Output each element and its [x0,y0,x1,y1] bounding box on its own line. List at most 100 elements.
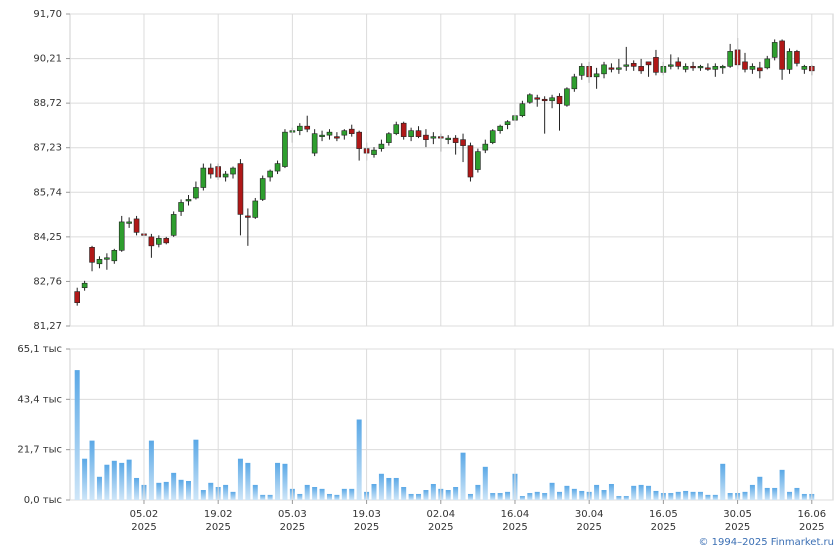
candle-body [334,136,340,139]
volume-bar [401,487,407,500]
candle-body [504,121,511,125]
x-tick-label: 16.06 [797,509,826,520]
candle-body [96,258,103,265]
volume-bar [519,496,525,500]
price-frame [69,13,834,327]
volume-bar [119,462,125,500]
volume-bar [393,477,399,500]
candle-body [408,130,414,137]
volume-bar [623,496,629,500]
volume-bar [772,487,778,500]
y-tick-label: 21,7 тыс [17,445,62,456]
volume-bar [467,493,473,500]
volume-bar [237,458,243,500]
candle-body [571,76,578,90]
candle-body [623,64,630,67]
x-tick-label: 2025 [576,522,601,533]
volume-bar [727,493,733,500]
x-tick-label: 2025 [280,522,305,533]
volume-bar [757,476,763,500]
y-tick-label: 0,0 тыс [24,495,62,506]
candle-body [378,143,385,149]
candle-body [667,64,674,67]
candle-body [519,103,526,117]
candle-body [326,131,333,136]
volume-bar [186,480,191,500]
candle-body [400,122,407,137]
x-tick-label: 2025 [428,522,453,533]
candle-body [690,66,696,69]
volume-bar [497,493,503,500]
volume-bar [82,458,88,500]
candle-body [348,128,355,134]
volume-bar [282,463,288,500]
volume-bar [312,487,318,500]
candle-body [371,149,377,155]
volume-bar [794,487,800,500]
volume-bar [683,490,689,500]
candle-body [386,133,392,143]
y-tick-label: 65,1 тыс [17,344,62,355]
volume-bar [193,439,199,500]
candle-body [489,130,496,143]
volume-bar [104,464,110,500]
volume-bar [423,490,429,500]
volume-bar [319,488,325,500]
y-tick-label: 88,72 [33,98,62,109]
volume-bar [601,490,607,500]
candle-body [259,178,266,200]
volume-bar [378,473,384,500]
volume-bar [416,493,422,500]
volume-bar [134,477,140,500]
volume-bar [608,483,614,500]
candle-body [653,57,659,73]
candle-body [445,137,452,140]
x-tick-label: 30.04 [575,509,604,520]
volume-bar [304,484,310,500]
volume-bar [460,452,466,500]
volume-bar [111,460,117,500]
volume-bar [230,491,236,500]
volume-bar [557,491,562,500]
volume-bar [223,484,229,500]
candle-body [74,291,80,303]
candle-body [556,95,563,105]
candle-body [638,66,644,72]
credit[interactable]: © 1994–2025 Finmarket.ru [698,537,834,548]
candle-body [786,51,793,70]
x-tick-label: 2025 [725,522,750,533]
volume-bar [705,494,711,500]
volume-bar [668,493,674,500]
candle-body [497,125,503,131]
candle-body [564,88,570,106]
volume-bar [653,490,659,500]
volume-bar [542,493,548,500]
candle-body [705,67,711,70]
candle-body [356,131,362,149]
candle-body [133,218,140,233]
volume-bar [490,493,496,500]
y-tick-label: 43,4 тыс [17,394,62,405]
volume-bar [742,491,748,500]
volume-bar [171,472,177,500]
volume-bar [386,477,392,500]
volume-bar [579,490,585,500]
candle-body [185,199,192,202]
volume-bar [594,484,600,500]
candle-body [527,94,533,103]
candle-body [593,73,600,78]
volume-bar [527,493,533,500]
volume-bar [697,491,703,500]
candle-body [163,238,170,244]
candle-body [682,66,689,70]
x-tick-label: 2025 [799,522,824,533]
candle-body [252,200,259,218]
x-tick-label: 02.04 [426,509,455,520]
candle-body [148,236,155,247]
candle-body [727,51,733,67]
volume-bar [163,481,169,500]
volume-bar [349,488,355,500]
candle-body [178,202,184,212]
volume-bar [208,482,214,500]
candle-body [296,125,303,131]
